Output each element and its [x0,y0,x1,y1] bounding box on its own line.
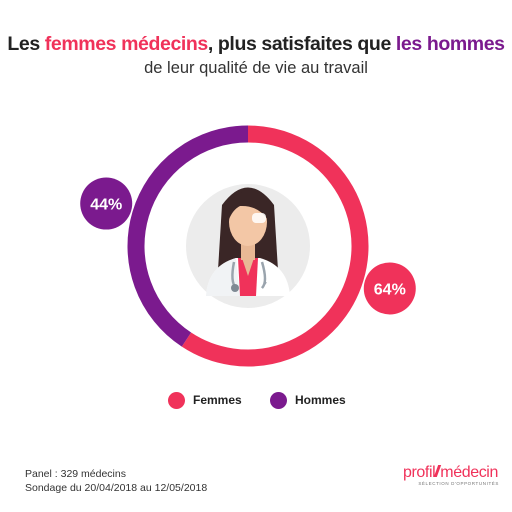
logo-part2: médecin [440,464,498,481]
title-part1: Les [7,33,45,55]
donut-slice-hommes [127,125,249,347]
legend-label-femmes: Femmes [193,393,242,407]
value-label-hommes: 44% [90,197,122,214]
title-highlight-women: femmes médecins [44,33,208,55]
value-badge-hommes: 44% [80,177,133,230]
footer-survey-dates: Sondage du 20/04/2018 au 12/05/2018 [25,482,208,494]
chart-title: Les femmes médecins, plus satisfaites qu… [0,33,512,56]
donut-ring [127,125,369,367]
value-label-femmes: 64% [374,281,406,298]
footer-panel: Panel : 329 médecins [25,468,126,480]
legend-item-hommes: Hommes [270,390,346,410]
logo-part1: profil [403,464,436,481]
value-badges: 64% 44% [80,177,416,315]
donut-slice-femmes [181,125,369,367]
female-doctor-icon [186,184,310,308]
legend-swatch-femmes [168,391,185,409]
chart-subtitle: de leur qualité de vie au travail [144,59,368,77]
value-badge-femmes: 64% [363,262,416,315]
legend-label-hommes: Hommes [295,393,346,407]
brand-logo: profil médecin SÉLECTION D'OPPORTUNITÉS [403,464,499,486]
footer-notes: Panel : 329 médecins Sondage du 20/04/20… [25,467,207,495]
title-part2: , plus satisfaites que [207,33,396,55]
legend-item-femmes: Femmes [168,390,242,410]
logo-tagline: SÉLECTION D'OPPORTUNITÉS [418,481,499,486]
title-highlight-men: les hommes [395,33,505,55]
legend-swatch-hommes [270,391,287,409]
